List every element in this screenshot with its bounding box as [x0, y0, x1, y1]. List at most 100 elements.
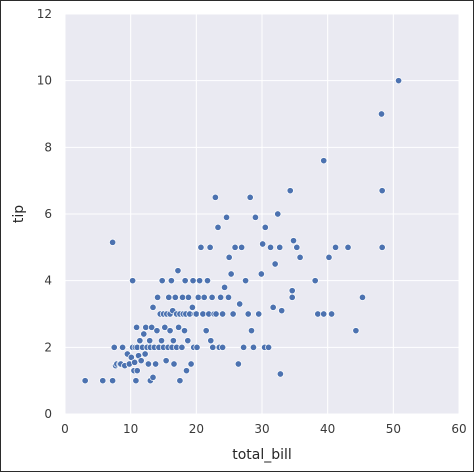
data-point — [314, 310, 322, 318]
data-point — [255, 310, 263, 318]
data-point — [165, 293, 173, 301]
data-point — [378, 243, 386, 251]
data-point — [133, 323, 141, 331]
data-point — [136, 337, 144, 345]
data-point — [133, 367, 141, 375]
data-point — [81, 377, 89, 385]
data-point — [175, 323, 183, 331]
data-point — [325, 253, 333, 261]
x-tick-label: 40 — [320, 422, 335, 436]
data-point — [276, 243, 284, 251]
data-point — [196, 277, 204, 285]
data-point — [261, 223, 269, 231]
data-point — [286, 187, 294, 195]
data-point — [203, 277, 212, 285]
data-point — [276, 370, 284, 378]
data-point — [238, 243, 246, 251]
y-tick-label: 2 — [44, 340, 52, 354]
data-point — [251, 213, 259, 221]
data-point — [221, 283, 229, 291]
y-tick-label: 10 — [37, 74, 52, 88]
data-point — [142, 323, 150, 331]
data-point — [222, 213, 231, 221]
data-point — [162, 357, 170, 365]
y-tick-label: 8 — [44, 140, 52, 154]
data-point — [231, 243, 239, 251]
data-point — [166, 327, 174, 335]
x-tick-label: 60 — [451, 422, 466, 436]
data-point — [311, 277, 319, 285]
data-point — [344, 243, 352, 251]
data-point — [211, 193, 219, 201]
data-point — [192, 310, 200, 318]
data-point — [212, 310, 220, 318]
data-point — [158, 277, 166, 285]
data-point — [358, 293, 367, 301]
data-point — [236, 300, 244, 308]
data-point — [377, 110, 386, 118]
data-point — [109, 377, 117, 385]
data-point — [234, 360, 242, 368]
data-point — [171, 293, 179, 301]
data-point — [169, 337, 177, 345]
data-point — [320, 157, 328, 165]
data-point — [208, 293, 216, 301]
data-point — [189, 277, 197, 285]
x-axis-label: total_bill — [232, 447, 292, 463]
data-point — [174, 267, 182, 275]
data-point — [178, 343, 186, 351]
data-point — [219, 343, 227, 351]
data-point — [289, 237, 298, 245]
data-point — [99, 377, 107, 385]
data-point — [178, 293, 187, 301]
data-point — [199, 310, 207, 318]
data-point — [170, 360, 178, 368]
data-point — [320, 310, 328, 318]
data-point — [202, 327, 210, 335]
y-tick-labels: 0 2 4 6 8 10 12 — [37, 7, 52, 421]
data-point — [293, 243, 301, 251]
data-point — [131, 358, 139, 366]
x-tick-label: 20 — [189, 422, 204, 436]
data-point — [193, 343, 201, 351]
data-point — [247, 327, 256, 335]
data-point — [109, 238, 117, 246]
data-point — [244, 310, 252, 318]
data-point — [219, 310, 227, 318]
x-tick-label: 30 — [254, 422, 269, 436]
data-point — [176, 377, 184, 385]
y-tick-label: 0 — [44, 407, 52, 421]
data-point — [197, 243, 205, 251]
data-point — [227, 270, 235, 278]
data-point — [146, 337, 154, 345]
data-point — [378, 187, 386, 195]
x-tick-label: 10 — [123, 422, 138, 436]
data-point — [141, 350, 149, 358]
data-point — [200, 293, 208, 301]
data-point — [148, 323, 156, 331]
data-point — [240, 343, 248, 351]
data-point — [206, 243, 214, 251]
data-point — [184, 293, 193, 301]
data-point — [127, 353, 135, 361]
data-point — [119, 343, 127, 351]
data-point — [184, 337, 192, 345]
data-point — [157, 337, 166, 345]
y-tick-label: 12 — [37, 7, 52, 21]
data-point — [132, 377, 140, 385]
data-point — [110, 343, 118, 351]
data-point — [246, 193, 254, 201]
data-point — [274, 210, 282, 218]
data-point — [129, 277, 137, 285]
data-point — [181, 277, 189, 285]
data-point — [352, 327, 360, 335]
data-point — [229, 310, 237, 318]
data-point — [288, 287, 296, 295]
data-point — [242, 277, 250, 285]
x-tick-label: 50 — [386, 422, 401, 436]
data-point — [271, 260, 279, 268]
y-axis-label: tip — [11, 205, 27, 223]
data-point — [278, 307, 286, 315]
data-point — [331, 243, 340, 251]
